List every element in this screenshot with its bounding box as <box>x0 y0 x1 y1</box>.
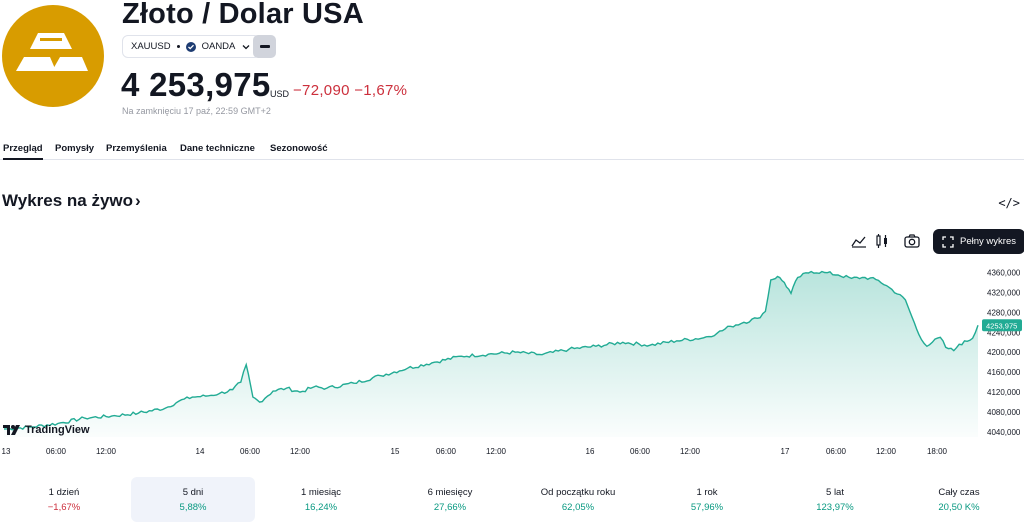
period-1d[interactable]: 1 dzień −1,67% <box>2 477 126 522</box>
verified-exchange-icon <box>185 41 196 52</box>
minus-icon <box>259 45 270 48</box>
y-tick-label: 4200,000 <box>987 348 1021 357</box>
period-label: Od początku roku <box>540 487 616 498</box>
x-tick-label: 06:00 <box>240 447 261 456</box>
x-tick-label: 06:00 <box>46 447 67 456</box>
period-value: 27,66% <box>433 502 467 513</box>
y-tick-label: 4080,000 <box>987 408 1021 417</box>
full-chart-button[interactable]: Pełny wykres <box>933 229 1024 254</box>
y-tick-label: 4280,000 <box>987 308 1021 317</box>
exchange-label: OANDA <box>201 41 236 52</box>
period-value: 20,50 K% <box>938 502 980 513</box>
tab-ideas[interactable]: Pomysły <box>55 143 95 154</box>
x-tick-label: 17 <box>781 447 790 456</box>
y-axis: 4360,000 4320,000 4280,000 4240,000 4200,000… <box>987 269 1021 438</box>
screenshot-button[interactable] <box>900 230 924 252</box>
y-tick-label: 4360,000 <box>987 269 1021 278</box>
period-value: 5,88% <box>179 502 207 513</box>
market-closed-note: Na zamknięciu 17 paź, 22:59 GMT+2 <box>122 106 271 116</box>
x-tick-label: 15 <box>391 447 400 456</box>
period-label: 1 miesiąc <box>300 487 342 498</box>
tradingview-logo-icon <box>3 425 20 435</box>
live-chart-title[interactable]: Wykres na żywo › <box>2 191 141 211</box>
gold-bars-icon <box>16 33 88 71</box>
period-label: 5 dni <box>182 487 204 498</box>
period-label: Cały czas <box>938 487 980 498</box>
period-label: 1 rok <box>696 487 718 498</box>
area-chart-icon <box>851 236 866 248</box>
performance-periods: 1 dzień −1,67% 5 dni 5,88% 1 miesiąc 16,24%… <box>0 477 1024 523</box>
y-tick-label: 4160,000 <box>987 368 1021 377</box>
chart-area <box>3 270 979 437</box>
period-label: 6 miesięcy <box>427 487 473 498</box>
camera-icon <box>904 234 920 248</box>
price-line <box>3 270 979 431</box>
tab-technicals[interactable]: Dane techniczne <box>180 143 255 154</box>
period-label: 1 dzień <box>48 487 80 498</box>
x-tick-label: 06:00 <box>436 447 457 456</box>
y-tick-label: 4240,000 <box>987 328 1021 337</box>
period-value: 62,05% <box>561 502 595 513</box>
price-currency: USD <box>270 89 290 99</box>
price-change: −72,090 −1,67% <box>293 82 407 99</box>
x-tick-label: 06:00 <box>630 447 651 456</box>
full-chart-label: Pełny wykres <box>960 236 1016 247</box>
period-6m[interactable]: 6 miesięcy 27,66% <box>388 477 512 522</box>
tradingview-watermark[interactable]: TradingView <box>3 424 90 436</box>
x-tick-label: 12:00 <box>486 447 507 456</box>
period-1m[interactable]: 1 miesiąc 16,24% <box>259 477 383 522</box>
period-label: 5 lat <box>826 487 844 498</box>
y-tick-label: 4040,000 <box>987 428 1021 437</box>
fullscreen-icon <box>942 235 954 248</box>
period-all[interactable]: Cały czas 20,50 K% <box>897 477 1021 522</box>
area-chart-button[interactable] <box>847 230 871 252</box>
last-price-badge <box>982 319 1022 332</box>
x-tick-label: 12:00 <box>96 447 117 456</box>
last-price-text: 4253,975 <box>986 321 1017 330</box>
y-tick-label: 4320,000 <box>987 288 1021 297</box>
chevron-right-icon: › <box>135 191 141 210</box>
x-tick-label: 16 <box>586 447 595 456</box>
candles-icon <box>876 234 887 248</box>
period-value: 16,24% <box>304 502 338 513</box>
x-tick-label: 14 <box>196 447 205 456</box>
separator-dot <box>176 45 180 48</box>
candles-button[interactable] <box>870 230 894 252</box>
chevron-down-icon <box>242 44 250 49</box>
x-axis: 13 06:00 12:00 14 06:00 12:00 15 06:00 12:00 16 06… <box>2 447 948 456</box>
current-price: 4 253,975 <box>121 66 271 103</box>
x-tick-label: 12:00 <box>680 447 701 456</box>
change-percent: −1,67% <box>354 82 408 99</box>
x-tick-label: 12:00 <box>290 447 311 456</box>
live-chart-title-text: Wykres na żywo <box>2 191 134 210</box>
x-tick-label: 13 <box>2 447 11 456</box>
tab-minds[interactable]: Przemyślenia <box>106 143 167 154</box>
gold-bars-logo <box>2 5 104 107</box>
price-chart[interactable]: 4360,000 4320,000 4280,000 4240,000 4200,000… <box>0 255 1024 463</box>
tab-overview[interactable]: Przegląd <box>3 143 43 160</box>
embed-code-icon[interactable]: </> <box>998 196 1020 210</box>
remove-from-watchlist-button[interactable] <box>253 35 276 58</box>
x-tick-label: 06:00 <box>826 447 847 456</box>
period-value: −1,67% <box>47 502 81 513</box>
x-tick-label: 12:00 <box>876 447 897 456</box>
x-tick-label: 18:00 <box>927 447 948 456</box>
period-value: 57,96% <box>690 502 724 513</box>
symbol-selector[interactable]: XAUUSD OANDA <box>122 35 261 58</box>
page-title: Złoto / Dolar USA <box>122 0 364 30</box>
section-tabs: Przegląd Pomysły Przemyślenia Dane techn… <box>0 140 1024 160</box>
period-ytd[interactable]: Od początku roku 62,05% <box>516 477 640 522</box>
tab-seasonals[interactable]: Sezonowość <box>270 143 328 154</box>
last-price-label: 4253,975 <box>982 319 1022 332</box>
period-value: 123,97% <box>816 502 854 513</box>
symbol-label: XAUUSD <box>131 41 171 52</box>
tradingview-label: TradingView <box>25 424 90 436</box>
period-5d[interactable]: 5 dni 5,88% <box>131 477 255 522</box>
period-1y[interactable]: 1 rok 57,96% <box>645 477 769 522</box>
y-tick-label: 4120,000 <box>987 388 1021 397</box>
period-5y[interactable]: 5 lat 123,97% <box>773 477 897 522</box>
change-absolute: −72,090 <box>293 82 350 99</box>
